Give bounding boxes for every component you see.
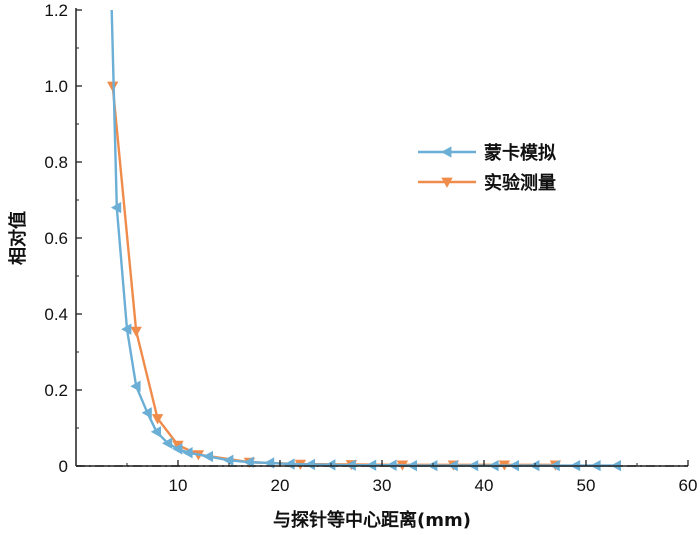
data-point	[121, 323, 132, 335]
data-point	[161, 437, 173, 449]
data-point	[223, 454, 234, 466]
legend-label: 蒙卡模拟	[484, 142, 556, 164]
series-experiment	[107, 81, 562, 471]
data-point	[130, 380, 141, 392]
y-tick-label: 0.6	[44, 229, 68, 248]
x-tick-label: 20	[271, 476, 290, 495]
data-point	[202, 450, 214, 463]
data-point	[130, 326, 142, 337]
data-point	[243, 456, 254, 468]
data-point	[172, 443, 183, 455]
data-point	[182, 447, 193, 459]
x-tick-label: 40	[475, 476, 494, 495]
data-point	[441, 146, 452, 158]
data-point	[150, 426, 161, 438]
data-point	[141, 407, 152, 419]
data-point	[284, 458, 295, 470]
x-tick-label: 30	[373, 476, 392, 495]
y-tick-label: 0	[59, 457, 68, 476]
series-layer	[107, 9, 621, 472]
series-monte-carlo	[110, 9, 621, 472]
legend-label: 实验测量	[484, 172, 556, 194]
data-point	[151, 414, 164, 425]
legend-item: 实验测量	[418, 172, 556, 194]
series-line	[110, 9, 617, 467]
data-point	[110, 201, 122, 214]
x-axis-label: 与探针等中心距离(mm)	[273, 509, 471, 531]
data-point	[441, 177, 453, 188]
axes-layer: 10 20 30 40 50 60 0 0.2 0.4 0.6 0.8 1.0 1.2 与探针等中心距离(…	[7, 1, 697, 531]
y-tick-label: 0.2	[44, 381, 68, 400]
x-tick-label: 50	[577, 476, 596, 495]
y-tick-label: 0.4	[44, 305, 68, 324]
legend-item: 蒙卡模拟	[418, 142, 556, 164]
data-point	[365, 459, 377, 471]
y-axis-label: 相对值	[7, 211, 29, 265]
data-point	[345, 459, 356, 471]
data-point	[304, 458, 316, 471]
y-tick-label: 0.8	[44, 153, 68, 172]
y-tick-label: 1.2	[44, 1, 68, 20]
data-point	[386, 459, 397, 471]
x-tick-label: 10	[169, 476, 188, 495]
x-tick-label: 60	[679, 476, 698, 495]
y-tick-label: 1.0	[44, 77, 68, 96]
